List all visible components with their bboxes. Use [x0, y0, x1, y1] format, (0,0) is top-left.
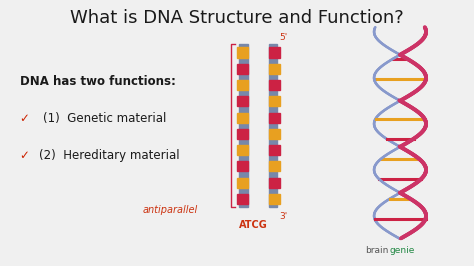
Bar — [237, 80, 247, 90]
Text: antiparallel: antiparallel — [143, 205, 198, 215]
Text: genie: genie — [389, 246, 415, 255]
Bar — [269, 129, 280, 139]
Text: ✓: ✓ — [19, 149, 29, 162]
Text: ATCG: ATCG — [239, 220, 268, 230]
Text: 3': 3' — [279, 212, 287, 221]
Text: ✓: ✓ — [19, 112, 29, 125]
Bar — [269, 96, 280, 106]
Bar — [237, 194, 247, 204]
Text: (1)  Genetic material: (1) Genetic material — [43, 112, 166, 125]
Bar — [269, 47, 280, 57]
Bar — [237, 178, 247, 188]
Text: 5': 5' — [279, 33, 287, 42]
Text: What is DNA Structure and Function?: What is DNA Structure and Function? — [70, 9, 404, 27]
Bar — [269, 113, 280, 123]
Bar — [237, 113, 247, 123]
Bar — [269, 80, 280, 90]
Bar — [237, 161, 247, 172]
Text: DNA has two functions:: DNA has two functions: — [19, 75, 175, 88]
Bar — [237, 47, 247, 57]
Bar — [269, 145, 280, 155]
Bar — [269, 161, 280, 172]
Bar — [269, 44, 277, 207]
Bar — [237, 129, 247, 139]
Bar — [269, 64, 280, 74]
Bar — [237, 64, 247, 74]
Bar — [269, 194, 280, 204]
Text: (2)  Hereditary material: (2) Hereditary material — [38, 149, 179, 162]
Text: brain: brain — [365, 246, 388, 255]
Bar — [269, 178, 280, 188]
Bar — [239, 44, 247, 207]
Bar — [237, 145, 247, 155]
Bar — [237, 96, 247, 106]
